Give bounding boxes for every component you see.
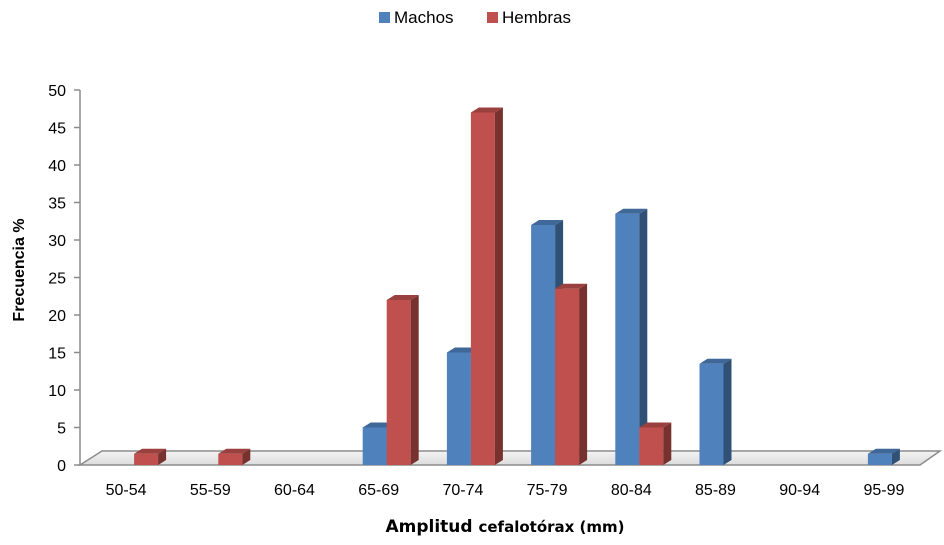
y-ticks: 0 5 10 15 20 25 30 35 40 45 50 <box>48 83 80 475</box>
bar-hembras-70-74 <box>470 107 503 465</box>
bar-front <box>386 300 411 465</box>
x-tick-label: 55-59 <box>190 482 231 499</box>
legend: Machos Hembras <box>379 8 571 27</box>
bar-side <box>663 422 672 465</box>
y-tick-label: 10 <box>48 383 66 400</box>
bar-top <box>699 358 732 364</box>
bars <box>134 107 900 465</box>
bar-hembras-50-54 <box>134 448 167 465</box>
bar-top <box>531 220 564 225</box>
x-tick-label: 90-94 <box>779 482 820 499</box>
legend-label-machos: Machos <box>394 8 454 27</box>
y-tick-label: 20 <box>48 308 66 325</box>
legend-swatch-hembras <box>487 12 498 23</box>
bar-hembras-55-59 <box>218 448 251 465</box>
x-axis-label-main: Amplitud <box>385 517 478 537</box>
bar-front <box>699 363 724 465</box>
bar-hembras-65-69 <box>386 295 419 465</box>
y-axis-label: Frecuencia % <box>11 218 28 321</box>
bar-machos-95-99 <box>867 448 900 465</box>
bar-side <box>891 448 900 465</box>
x-tick-label: 60-64 <box>274 482 315 499</box>
bar-front <box>362 427 387 465</box>
bar-front <box>639 427 664 465</box>
bar-front <box>555 288 580 465</box>
y-tick-label: 40 <box>48 158 66 175</box>
bar-top <box>615 208 648 214</box>
y-tick-label: 30 <box>48 233 66 250</box>
y-tick-label: 15 <box>48 346 66 363</box>
bar-hembras-80-84 <box>639 422 672 465</box>
bar-side <box>723 358 732 465</box>
bar-front <box>867 453 892 465</box>
bar-top <box>134 448 167 454</box>
bar-front <box>446 352 471 465</box>
bar-top <box>470 107 503 113</box>
bar-side <box>158 448 167 465</box>
legend-label-hembras: Hembras <box>502 8 571 27</box>
legend-swatch-machos <box>379 12 390 23</box>
bar-side <box>242 448 251 465</box>
bar-side <box>579 283 588 465</box>
y-tick-label: 5 <box>57 421 66 438</box>
x-tick-label: 65-69 <box>358 482 399 499</box>
bar-machos-85-89 <box>699 358 732 465</box>
bar-top <box>386 295 419 300</box>
chart-floor <box>77 450 943 466</box>
y-tick-label: 0 <box>57 458 66 475</box>
x-tick-label: 85-89 <box>695 482 736 499</box>
x-tick-label: 70-74 <box>442 482 483 499</box>
bar-top <box>218 448 251 454</box>
bar-front <box>470 112 495 465</box>
x-tick-label: 80-84 <box>611 482 652 499</box>
bar-front <box>218 453 243 465</box>
x-tick-label: 75-79 <box>527 482 568 499</box>
bar-top <box>555 283 588 289</box>
x-tick-label: 95-99 <box>863 482 904 499</box>
bar-side <box>639 208 648 465</box>
x-ticks: 50-54 55-59 60-64 65-69 70-74 75-79 80-84 85-89… <box>106 482 905 499</box>
bar-front <box>531 225 556 465</box>
bar-machos-80-84 <box>615 208 648 465</box>
x-tick-label: 50-54 <box>106 482 147 499</box>
y-tick-label: 35 <box>48 196 66 213</box>
x-axis-label-small: cefalotórax (mm) <box>478 518 624 536</box>
bar-hembras-75-79 <box>555 283 588 465</box>
y-tick-label: 50 <box>48 83 66 100</box>
bar-top <box>867 448 900 454</box>
y-tick-label: 25 <box>48 271 66 288</box>
bar-top <box>639 422 672 428</box>
bar-side <box>494 107 503 465</box>
x-axis-label: Amplitud cefalotórax (mm) <box>385 517 624 537</box>
bar-front <box>615 213 640 465</box>
bar-front <box>134 453 159 465</box>
bar-side <box>410 295 419 465</box>
y-tick-label: 45 <box>48 121 66 138</box>
